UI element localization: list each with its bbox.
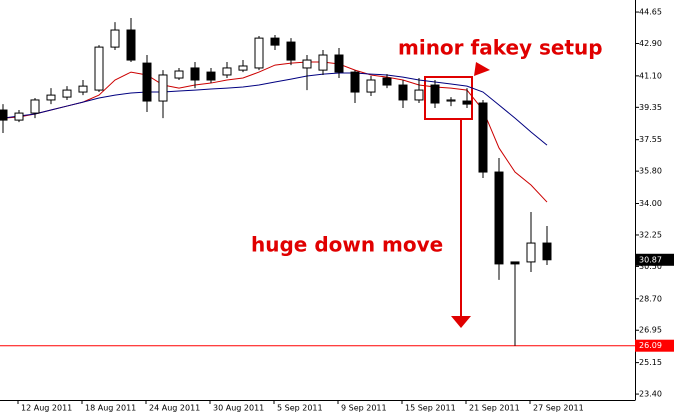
y-tick-label: 39.35: [639, 103, 662, 112]
candle-body: [350, 71, 360, 93]
moving-average: [2, 72, 548, 146]
candle-body: [126, 29, 136, 61]
y-tick-label: 25.15: [639, 358, 662, 367]
x-tick-label: 9 Sep 2011: [341, 404, 387, 413]
candle-body: [398, 84, 408, 101]
candle-body: [78, 85, 88, 93]
candle-body: [414, 89, 424, 101]
candle-body: [446, 99, 456, 102]
y-tick-label: 28.70: [639, 294, 662, 303]
candle-body: [222, 67, 232, 76]
candle-body: [542, 242, 552, 261]
y-tick-label: 26.95: [639, 326, 662, 335]
x-tick-label: 30 Aug 2011: [213, 404, 264, 413]
level-label-box: [635, 339, 674, 352]
x-tick-label: 21 Sep 2011: [469, 404, 520, 413]
y-tick-label: 41.10: [639, 71, 662, 80]
candle-body: [334, 54, 344, 73]
y-tick-label: 35.80: [639, 167, 662, 176]
candle-body: [286, 41, 296, 61]
candle-body: [254, 37, 264, 69]
candle-body: [302, 59, 312, 69]
annotation: minor fakey setup: [398, 36, 603, 60]
level-label: 26.09: [639, 341, 662, 350]
y-tick-label: 42.90: [639, 39, 662, 48]
y-tick-label: 44.65: [639, 8, 662, 17]
y-tick-label: 23.40: [639, 390, 662, 399]
last-price-label-box: [635, 253, 674, 266]
x-tick-label: 12 Aug 2011: [21, 404, 72, 413]
candle-body: [62, 89, 72, 98]
candle-body: [14, 112, 24, 121]
candle-body: [494, 171, 504, 265]
candle-body: [510, 261, 520, 265]
candle-body: [142, 62, 152, 102]
candle-body: [238, 65, 248, 71]
x-tick-label: 27 Sep 2011: [533, 404, 584, 413]
candle-body: [190, 67, 200, 81]
x-tick-label: 24 Aug 2011: [149, 404, 200, 413]
candle-body: [366, 79, 376, 93]
moving-average: [2, 61, 548, 203]
annotation: huge down move: [251, 233, 443, 257]
candle-body: [206, 71, 216, 81]
y-tick-label: 32.25: [639, 230, 662, 239]
x-tick-label: 5 Sep 2011: [277, 404, 323, 413]
setup-box: [424, 76, 473, 120]
candle-body: [46, 94, 56, 101]
x-tick-label: 15 Sep 2011: [405, 404, 456, 413]
candle-body: [318, 54, 328, 71]
candle-body: [94, 46, 104, 91]
candle-body: [478, 102, 488, 173]
setup-arrow-head: [474, 62, 490, 76]
candle-body: [382, 77, 392, 86]
y-tick-label: 30.50: [639, 262, 662, 271]
down-arrow-head: [451, 316, 471, 328]
candle-body: [0, 109, 8, 121]
candle-body: [270, 37, 280, 46]
candle-body: [174, 70, 184, 79]
candle-body: [158, 74, 168, 102]
last-price-label: 30.87: [639, 255, 662, 264]
y-tick-label: 37.55: [639, 135, 662, 144]
candle-body: [110, 29, 120, 48]
y-tick-label: 34.00: [639, 199, 662, 208]
candle-body: [30, 99, 40, 114]
x-tick-label: 18 Aug 2011: [85, 404, 136, 413]
candle-body: [462, 100, 472, 105]
candle-body: [526, 242, 536, 263]
candle-body: [430, 84, 440, 104]
